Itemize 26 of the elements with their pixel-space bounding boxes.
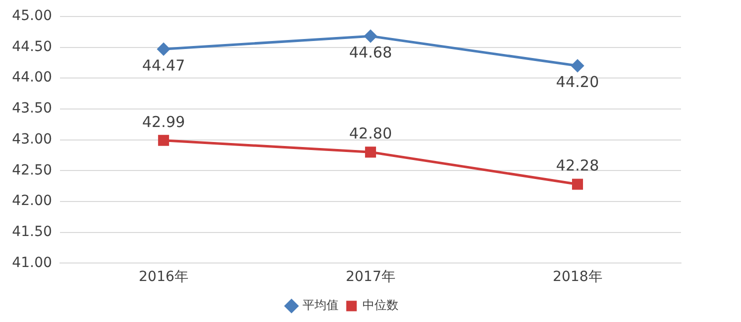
data-label: 44.47 <box>142 56 186 74</box>
y-tick-label: 42.00 <box>12 193 52 210</box>
y-tick-label: 43.50 <box>12 100 52 117</box>
x-tick-label: 2016年 <box>138 269 188 286</box>
y-tick-label: 43.00 <box>12 131 52 148</box>
data-label: 44.20 <box>556 73 599 92</box>
point <box>157 42 170 56</box>
y-tick-label: 41.50 <box>12 224 52 240</box>
y-tick-label: 42.50 <box>12 162 52 178</box>
y-tick-label: 41.00 <box>12 254 52 271</box>
y-tick-label: 44.50 <box>12 38 52 55</box>
data-label: 44.68 <box>349 44 392 62</box>
y-tick-label: 44.00 <box>12 70 52 86</box>
y-tick-label: 45.00 <box>12 8 52 24</box>
x-tick-label: 2018年 <box>552 269 602 286</box>
point <box>572 178 584 190</box>
point <box>158 134 170 146</box>
data-label: 42.28 <box>556 156 599 175</box>
data-label: 42.80 <box>349 124 392 143</box>
data-label: 42.99 <box>142 112 186 131</box>
point <box>364 30 377 42</box>
point <box>571 60 584 72</box>
x-tick-label: 2017年 <box>346 269 396 286</box>
point <box>365 146 376 158</box>
legend-label: 中位数 <box>362 298 398 312</box>
legend-label: 平均值 <box>302 298 338 312</box>
